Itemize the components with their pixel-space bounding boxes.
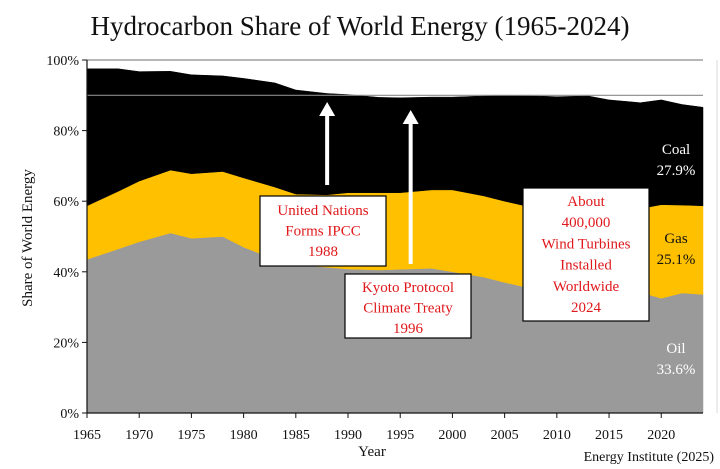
- x-tick-label: 1970: [125, 428, 153, 443]
- series-end-labels: Coal 27.9% Gas 25.1% Oil 33.6%: [657, 142, 696, 378]
- x-tick-label: 1965: [73, 428, 101, 443]
- y-tick-label: 60%: [53, 195, 79, 210]
- chart-title: Hydrocarbon Share of World Energy (1965-…: [91, 11, 630, 41]
- annotation-line: 1988: [308, 244, 338, 260]
- x-axis-label: Year: [358, 444, 386, 460]
- annotation-line: 400,000: [562, 215, 611, 231]
- ipcc-arrow-head: [319, 102, 336, 116]
- annotation-line: 1996: [393, 321, 424, 337]
- annotation-line: About: [567, 194, 605, 210]
- x-tick-label: 2000: [438, 428, 466, 443]
- y-tick-label: 0%: [60, 407, 79, 422]
- annotation-line: Installed: [560, 258, 612, 274]
- annotation-line: United Nations: [277, 203, 368, 219]
- x-tick-label: 1990: [334, 428, 362, 443]
- reference-lines: [87, 59, 703, 96]
- annotation-ipcc: United Nations Forms IPCC 1988: [259, 195, 387, 267]
- source-note: Energy Institute (2025): [584, 450, 715, 465]
- x-tick-label: 1985: [282, 428, 310, 443]
- x-tick-label: 2005: [491, 428, 519, 443]
- annotation-wind: About 400,000 Wind Turbines Installed Worldw…: [522, 187, 650, 322]
- x-tick-label: 1995: [386, 428, 414, 443]
- annotation-line: Forms IPCC: [285, 224, 360, 240]
- y-tick-label: 40%: [53, 266, 79, 281]
- annotation-box: [259, 195, 387, 267]
- y-tick-label: 100%: [46, 54, 79, 69]
- series-name-gas: Gas: [664, 231, 687, 247]
- series-name-oil: Oil: [666, 341, 685, 357]
- annotation-box: [344, 273, 472, 339]
- x-tick-label: 2015: [595, 428, 623, 443]
- series-name-coal: Coal: [662, 142, 690, 158]
- annotation-line: Climate Treaty: [363, 301, 453, 317]
- annotations: United Nations Forms IPCC 1988 Kyoto Protoc…: [259, 102, 650, 339]
- annotation-line: Kyoto Protocol: [362, 280, 454, 296]
- y-axis-label: Share of World Energy: [20, 169, 36, 307]
- annotation-line: Wind Turbines: [542, 236, 631, 252]
- x-tick-label: 2020: [647, 428, 675, 443]
- annotation-line: Worldwide: [553, 279, 620, 295]
- x-tick-label: 2010: [543, 428, 571, 443]
- area-coal: [86, 68, 704, 211]
- y-tick-label: 80%: [53, 125, 79, 140]
- x-tick-label: 1975: [177, 428, 205, 443]
- series-value-coal: 27.9%: [657, 163, 696, 179]
- annotation-box: [522, 187, 650, 322]
- annotation-line: 2024: [571, 300, 602, 316]
- series-value-gas: 25.1%: [657, 252, 696, 268]
- y-tick-label: 20%: [53, 336, 79, 351]
- x-tick-label: 1980: [230, 428, 258, 443]
- axes: 0% 20% 40% 60% 80% 100% 1965 1970 1975 1980 1985 19…: [46, 54, 718, 443]
- series-value-oil: 33.6%: [657, 362, 696, 378]
- kyoto-arrow-head: [402, 110, 419, 124]
- annotation-kyoto: Kyoto Protocol Climate Treaty 1996: [344, 273, 472, 339]
